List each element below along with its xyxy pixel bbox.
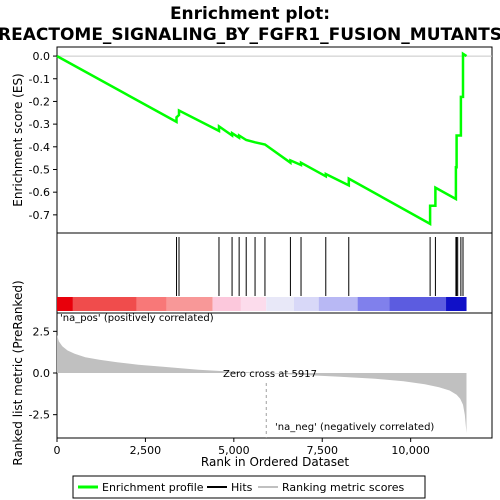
x-tick-label: 2,500 <box>130 444 162 457</box>
zero-cross-label: Zero cross at 5917 <box>223 369 317 380</box>
gradient-segment <box>318 297 358 311</box>
ranking-gradient-bar <box>57 297 467 311</box>
gradient-segment <box>57 297 73 311</box>
es-y-axis-label: Enrichment score (ES) <box>11 73 25 206</box>
es-y-tick-label: -0.6 <box>29 186 50 199</box>
chart-legend: Enrichment profile Hits Ranking metric s… <box>72 475 426 499</box>
gradient-segment <box>357 297 390 311</box>
rank-x-axis: 0 2,500 5,000 7,500 10,000 <box>54 438 430 457</box>
es-y-tick-label: -0.1 <box>29 73 50 86</box>
x-tick-label: 5,000 <box>218 444 250 457</box>
gradient-segment <box>240 297 267 311</box>
metric-y-axis: 2.5 0.0 -2.5 <box>29 325 57 422</box>
gradient-segment <box>166 297 213 311</box>
es-y-tick-label: -0.5 <box>29 163 50 176</box>
es-y-tick-label: 0.0 <box>33 50 51 63</box>
es-y-tick-label: -0.3 <box>29 118 50 131</box>
gradient-segment <box>266 297 294 311</box>
es-y-tick-label: -0.2 <box>29 95 50 108</box>
gradient-segment <box>293 297 319 311</box>
gradient-segment <box>389 297 447 311</box>
x-tick-label: 0 <box>54 444 61 457</box>
chart-title-line1: Enrichment plot: <box>170 4 330 24</box>
legend-metric-label: Ranking metric scores <box>282 481 404 494</box>
es-panel-frame <box>56 46 493 234</box>
metric-panel-frame <box>56 312 493 439</box>
legend-es-label: Enrichment profile <box>102 481 204 494</box>
x-tick-label: 7,500 <box>306 444 338 457</box>
positive-correlated-label: 'na_pos' (positively correlated) <box>60 313 214 324</box>
x-axis-label: Rank in Ordered Dataset <box>201 455 349 469</box>
chart-title-line2: REACTOME_SIGNALING_BY_FGFR1_FUSION_MUTAN… <box>0 25 500 45</box>
ranking-metric-area <box>57 334 467 433</box>
es-y-tick-label: -0.7 <box>29 209 50 222</box>
legend-frame <box>72 475 426 499</box>
gradient-segment <box>212 297 241 311</box>
gradient-segment <box>136 297 167 311</box>
metric-y-tick-label: 2.5 <box>33 325 51 338</box>
hits-group <box>176 237 464 296</box>
metric-y-tick-label: -2.5 <box>29 409 50 422</box>
gradient-segment <box>446 297 467 311</box>
metric-y-tick-label: 0.0 <box>33 367 51 380</box>
metric-y-axis-label: Ranked list metric (PreRanked) <box>11 280 25 465</box>
gradient-segment <box>72 297 137 311</box>
es-y-tick-label: -0.4 <box>29 141 50 154</box>
legend-hits-label: Hits <box>231 481 253 494</box>
es-y-axis: 0.0 -0.1 -0.2 -0.3 -0.4 -0.5 -0.6 -0.7 <box>29 50 57 222</box>
enrichment-profile-line <box>56 51 468 227</box>
negative-correlated-label: 'na_neg' (negatively correlated) <box>275 422 434 433</box>
x-tick-label: 10,000 <box>391 444 430 457</box>
